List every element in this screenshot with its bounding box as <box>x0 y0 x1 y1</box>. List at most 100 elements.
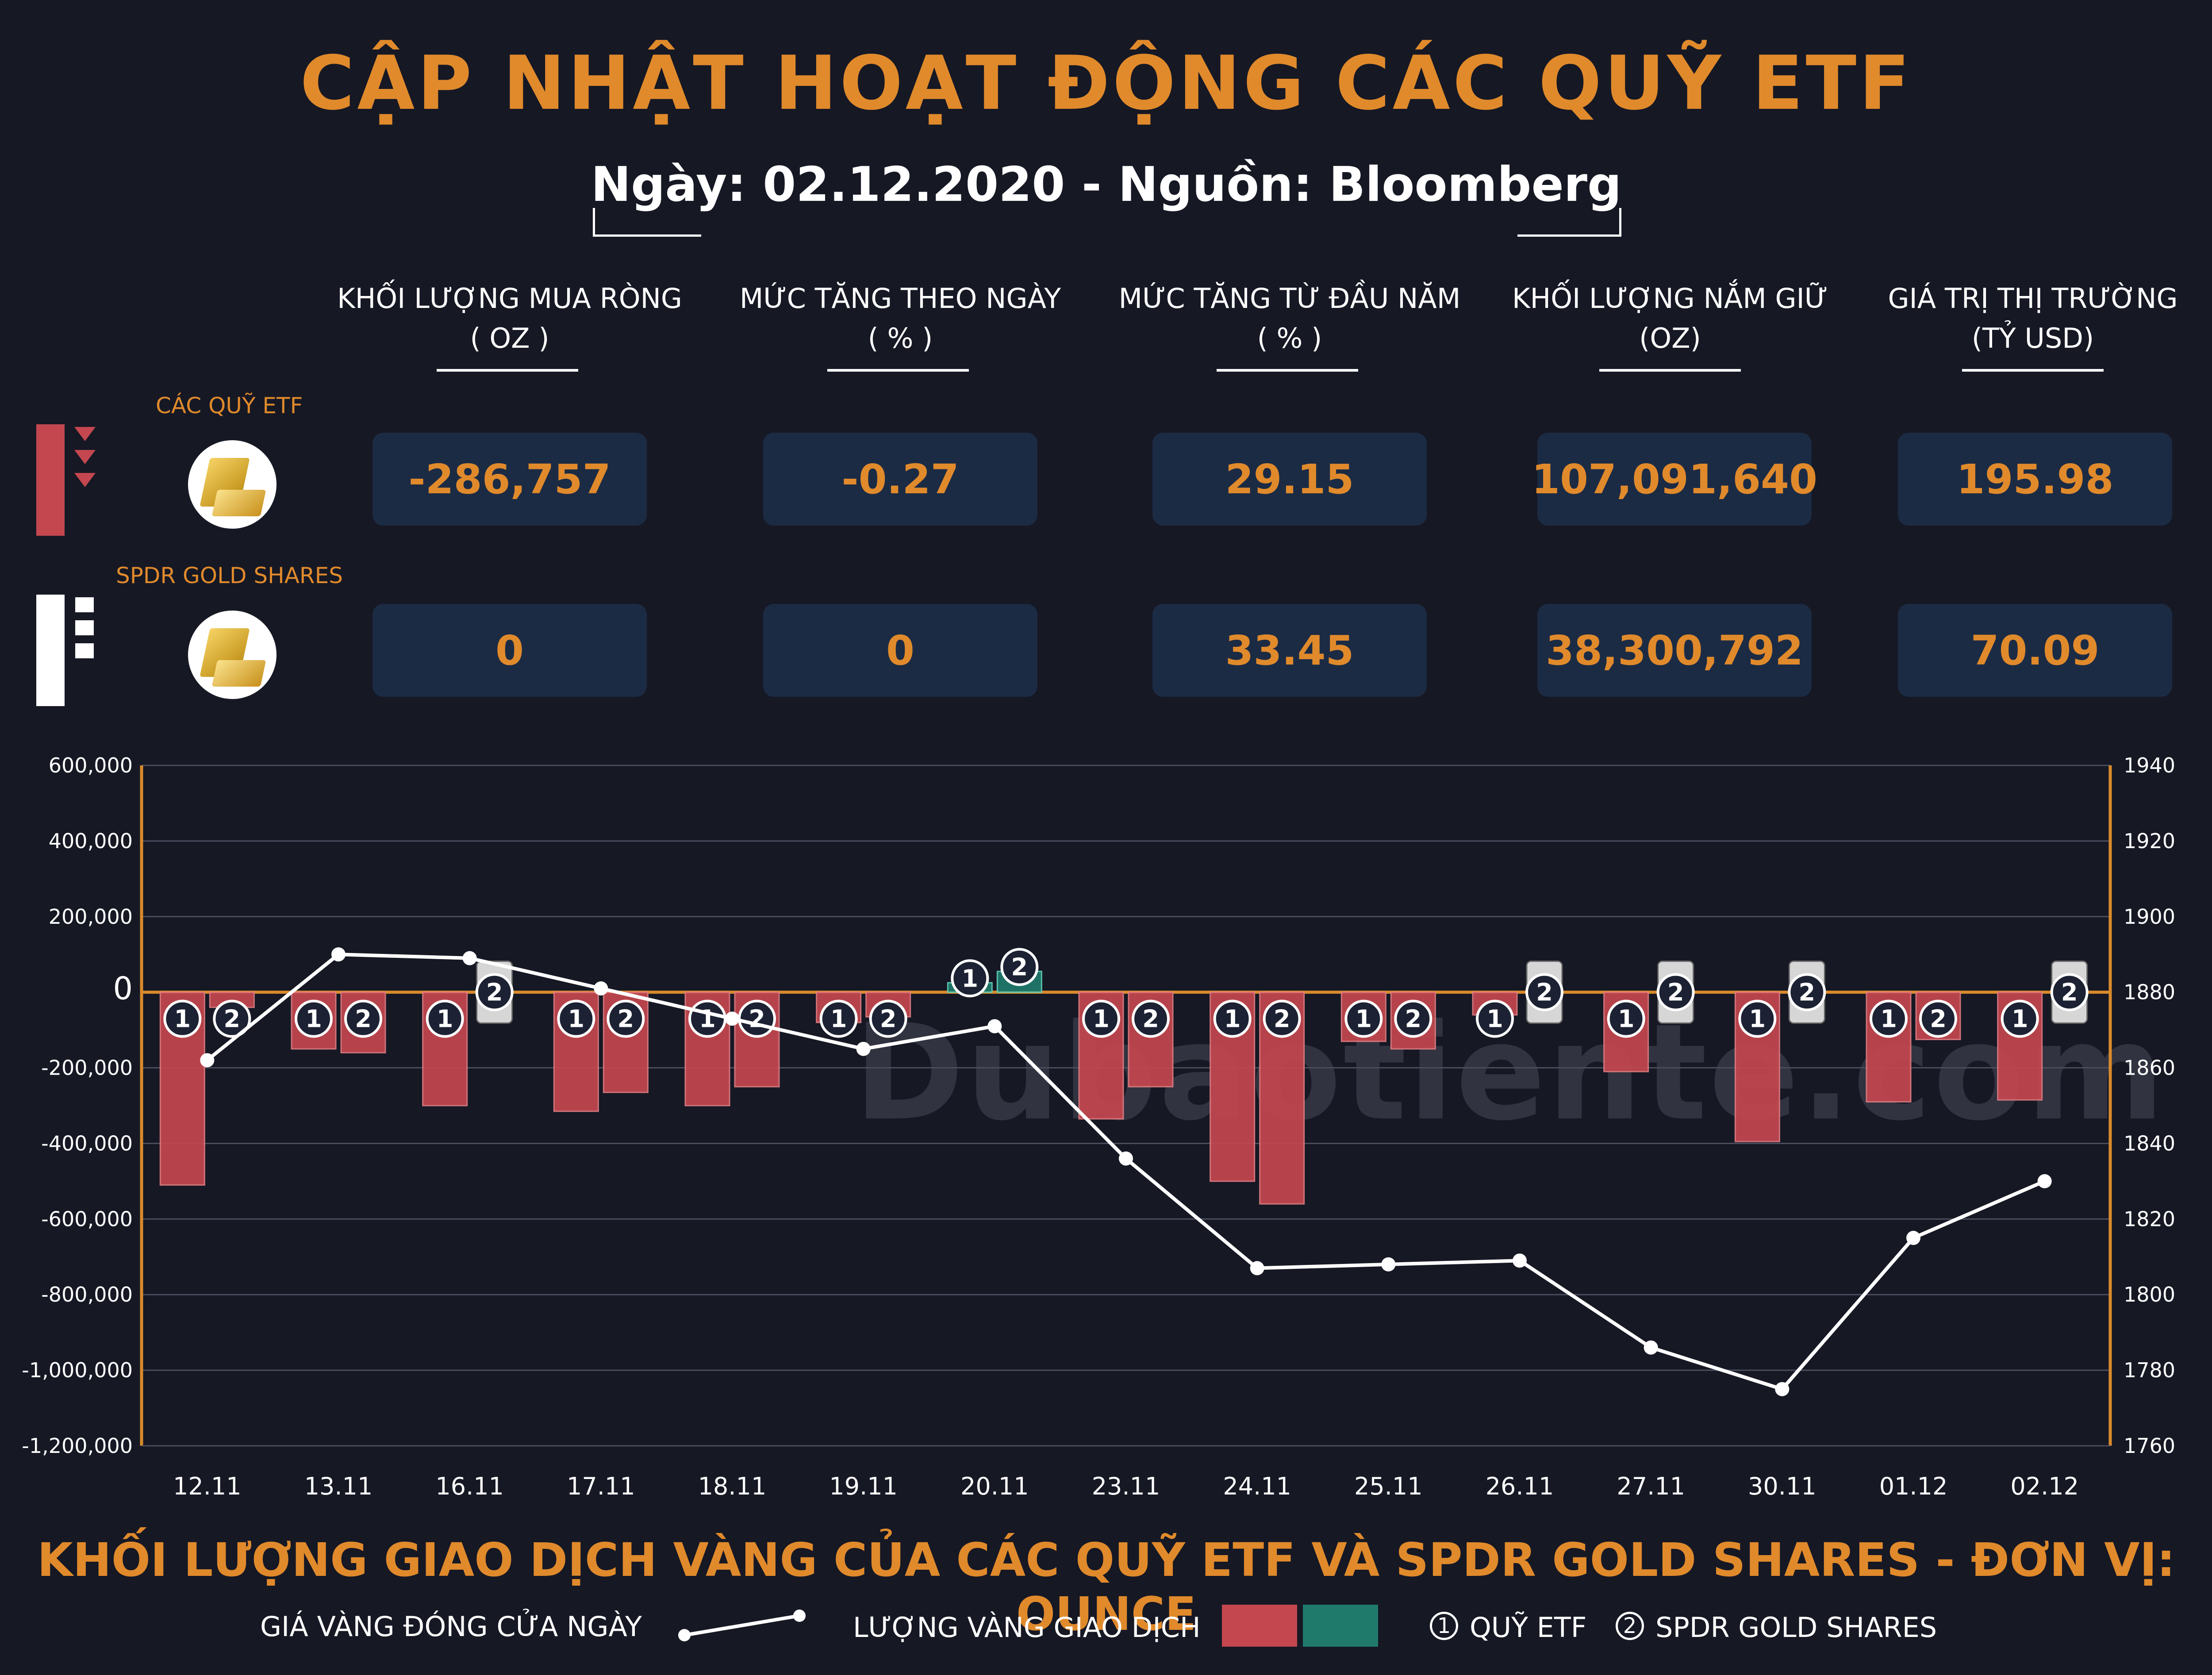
series-marker-1 <box>1213 999 1252 1038</box>
column-underline <box>1217 369 1358 372</box>
spdr-market-value: 70.09 <box>1898 604 2172 697</box>
series-marker-label: 1 <box>962 964 979 992</box>
gold-price-point-01.12 <box>1906 1231 1920 1245</box>
gold-price-point-19.11 <box>856 1041 871 1056</box>
series-marker-1 <box>163 999 202 1038</box>
series-marker-label: 2 <box>880 1005 897 1033</box>
series-marker-2 <box>1788 973 1826 1011</box>
gold-price-point-30.11 <box>1775 1382 1790 1396</box>
series-marker-2 <box>607 999 645 1038</box>
series-marker-label: 2 <box>1667 979 1684 1007</box>
series-marker-label: 2 <box>1142 1005 1159 1033</box>
series-marker-label: 1 <box>568 1005 585 1033</box>
series-marker-1 <box>1607 999 1645 1038</box>
legend-positive-swatch <box>1303 1605 1378 1647</box>
series-marker-1 <box>1738 999 1777 1038</box>
legend-bars-label: LƯỢNG VÀNG GIAO DỊCH <box>853 1611 1201 1644</box>
left-axis-tick-label: -600,000 <box>41 1207 133 1231</box>
series-marker-1 <box>1870 999 1908 1038</box>
column-underline <box>437 369 578 372</box>
right-axis-tick-label: 1920 <box>2124 829 2175 853</box>
column-underline <box>1962 369 2104 372</box>
chart-title: KHỐI LƯỢNG GIAO DỊCH VÀNG CỦA CÁC QUỸ ET… <box>37 1533 2175 1641</box>
series-marker-1 <box>951 959 989 998</box>
right-axis-tick-label: 1780 <box>2124 1358 2175 1382</box>
series-marker-2 <box>344 999 382 1038</box>
left-axis-tick-label: -1,200,000 <box>22 1434 133 1458</box>
series-marker-label: 2 <box>749 1005 765 1033</box>
x-axis-tick-label: 12.11 <box>173 1472 242 1500</box>
legend-negative-swatch <box>1222 1605 1297 1647</box>
x-axis-tick-label: 16.11 <box>435 1472 504 1500</box>
x-axis-tick-label: 18.11 <box>698 1472 767 1500</box>
etf-market-value: 195.98 <box>1898 433 2172 526</box>
gold-price-point-02.12 <box>2037 1174 2052 1188</box>
gold-price-point-27.11 <box>1644 1340 1658 1355</box>
x-axis-tick-label: 13.11 <box>304 1472 373 1500</box>
gold-price-point-18.11 <box>725 1011 739 1026</box>
x-axis-tick-label: 27.11 <box>1617 1472 1685 1500</box>
spdr-daily-change: 0 <box>763 604 1037 697</box>
page-subtitle: Ngày: 02.12.2020 - Nguồn: Bloomberg <box>591 157 1622 212</box>
subtitle-bracket-left <box>593 208 701 237</box>
series-marker-label: 1 <box>1093 1005 1110 1033</box>
series-marker-2 <box>1394 999 1432 1038</box>
row-label-spdr: SPDR GOLD SHARES <box>116 563 343 588</box>
right-axis-tick-label: 1900 <box>2124 905 2175 929</box>
series-marker-2 <box>1132 999 1170 1038</box>
x-axis-tick-label: 23.11 <box>1092 1472 1160 1500</box>
series-marker-2 <box>1656 973 1695 1011</box>
series-marker-1 <box>1082 999 1120 1038</box>
series-marker-label: 2 <box>1930 1005 1947 1033</box>
series-marker-1 <box>295 999 333 1038</box>
spdr-holdings: 38,300,792 <box>1537 604 1812 697</box>
series-marker-1 <box>557 999 595 1038</box>
legend-series2-label: SPDR GOLD SHARES <box>1655 1611 1937 1644</box>
right-axis-tick-label: 1860 <box>2124 1056 2175 1080</box>
series-marker-label: 1 <box>305 1005 322 1033</box>
series-marker-label: 2 <box>1405 1005 1422 1033</box>
subtitle-bracket-right <box>1517 208 1621 237</box>
series-marker-label: 2 <box>224 1005 241 1033</box>
x-axis-tick-label: 17.11 <box>567 1472 635 1500</box>
left-axis-tick-label: -1,000,000 <box>22 1358 133 1382</box>
left-axis-tick-label: -200,000 <box>41 1056 133 1080</box>
left-axis-tick-label: -400,000 <box>41 1131 133 1155</box>
column-underline <box>1599 369 1741 372</box>
gold-price-point-16.11 <box>462 951 477 965</box>
right-axis-tick-label: 1840 <box>2124 1131 2175 1155</box>
gold-price-point-12.11 <box>200 1053 215 1068</box>
column-header-net-buy: KHỐI LƯỢNG MUA RÒNG( OZ ) <box>337 282 682 354</box>
series-marker-1 <box>819 999 858 1038</box>
series-marker-label: 1 <box>1618 1005 1635 1033</box>
series-marker-label: 1 <box>174 1005 191 1033</box>
x-axis-tick-label: 25.11 <box>1354 1472 1423 1500</box>
left-axis-tick-label: -800,000 <box>41 1283 133 1306</box>
gold-price-point-20.11 <box>987 1019 1002 1033</box>
series-marker-2 <box>1525 973 1563 1011</box>
series-marker-label: 2 <box>1799 979 1816 1007</box>
series-marker-label: 2 <box>486 979 503 1007</box>
series-marker-label: 1 <box>1880 1005 1897 1033</box>
etf-net-buy: -286,757 <box>373 433 647 526</box>
column-header-daily-change: MỨC TĂNG THEO NGÀY( % ) <box>739 282 1061 354</box>
neutral-trend-icon <box>36 595 94 706</box>
series-marker-2 <box>1919 999 1957 1038</box>
x-axis-tick-label: 30.11 <box>1748 1472 1816 1500</box>
spdr-net-buy: 0 <box>373 604 647 697</box>
gold-price-point-25.11 <box>1381 1257 1396 1272</box>
series-marker-label: 1 <box>699 1005 716 1033</box>
series-marker-1 <box>1476 999 1514 1038</box>
column-underline <box>827 369 969 372</box>
gold-bars-icon <box>188 440 276 529</box>
series-marker-1 <box>1344 999 1383 1038</box>
series-marker-label: 2 <box>2061 979 2078 1007</box>
series-marker-2 <box>1263 999 1301 1038</box>
series-marker-label: 2 <box>1536 979 1553 1007</box>
series-marker-1 <box>2001 999 2039 1038</box>
page-title: CẬP NHẬT HOẠT ĐỘNG CÁC QUỸ ETF <box>300 40 1912 127</box>
series-marker-label: 1 <box>437 1005 453 1033</box>
legend-marker-2: 2 <box>1616 1612 1644 1640</box>
gold-price-point-13.11 <box>331 947 346 962</box>
series-marker-2 <box>1000 948 1039 986</box>
